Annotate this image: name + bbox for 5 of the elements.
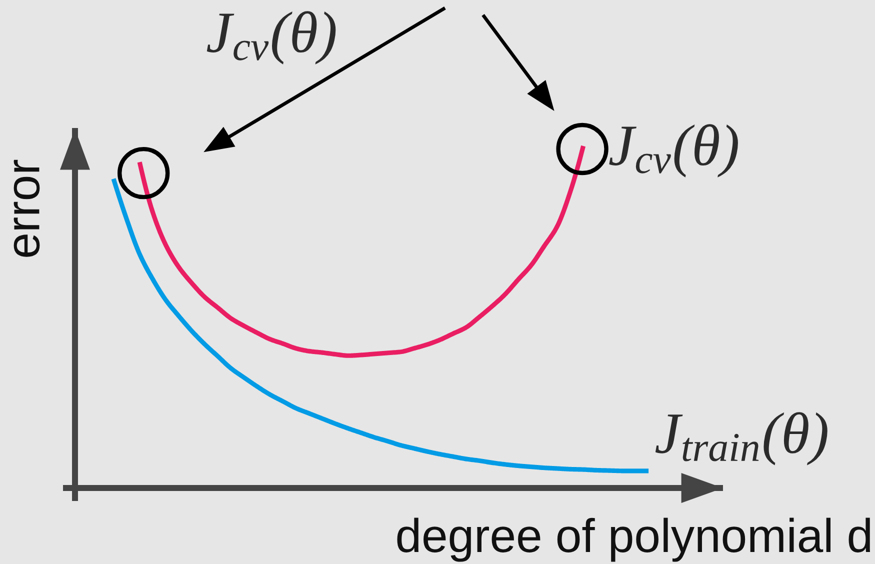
- x-axis-title: degree of polynomial d: [397, 518, 870, 562]
- y-axis-title: error: [14, 160, 40, 257]
- series-label: J$_{cv}$(θ): [609, 124, 738, 178]
- series-label: J$_{train}$(θ): [655, 412, 828, 466]
- text: J$_{cv}$(θ): [206, 11, 336, 64]
